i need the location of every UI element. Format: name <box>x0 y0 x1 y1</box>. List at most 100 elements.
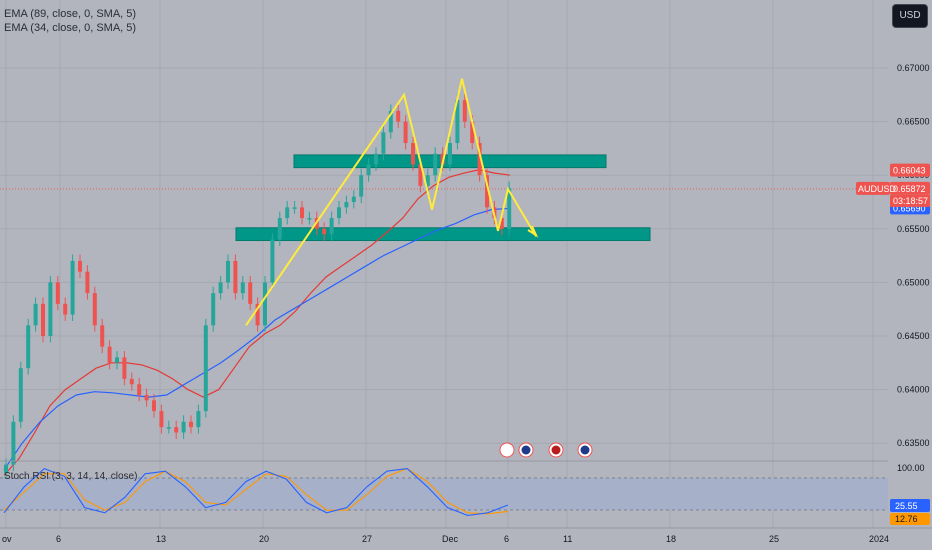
candle-body <box>233 260 238 294</box>
time-tick-label: ov <box>2 534 12 544</box>
grid <box>0 0 888 528</box>
candle-body <box>100 325 105 347</box>
candle-body <box>115 357 119 363</box>
event-marker-fill <box>521 445 531 455</box>
candle-body <box>166 427 171 429</box>
symbol-tag: AUDUSD <box>858 184 897 194</box>
candle-body <box>144 394 149 401</box>
time-axis-bg <box>0 528 932 550</box>
price-tick-label: 0.65000 <box>897 277 930 287</box>
price-tick-label: 0.64500 <box>897 331 930 341</box>
price-tag-level: 0.66043 <box>893 166 926 176</box>
candle-body <box>240 282 245 294</box>
time-tick-label: 6 <box>56 534 61 544</box>
candle-body <box>470 121 475 144</box>
candle-body <box>300 207 304 219</box>
price-tick-label: 0.66500 <box>897 117 930 127</box>
legend-ema-89[interactable]: EMA (89, close, 0, SMA, 5) <box>4 8 137 20</box>
au-flag-icon[interactable] <box>518 442 534 458</box>
candle-body <box>122 357 127 379</box>
candle-body <box>374 153 378 165</box>
candle-body <box>507 188 512 229</box>
candle-body <box>92 293 97 326</box>
ema-34-line <box>3 169 511 476</box>
candle-body <box>70 260 75 315</box>
candle-body <box>226 260 230 283</box>
candle-body <box>366 164 371 176</box>
us-flag-icon[interactable] <box>548 442 564 458</box>
candle-body <box>418 164 423 186</box>
candle-body <box>263 282 267 326</box>
candle-body <box>337 207 341 219</box>
candle-body <box>211 293 216 326</box>
price-tag-ema: 0.65690 <box>893 203 926 213</box>
candle-body <box>433 153 438 176</box>
candle-body <box>159 411 164 428</box>
candle-body <box>411 143 415 165</box>
candle-body <box>277 218 282 240</box>
candle-body <box>322 228 327 235</box>
time-tick-label: 6 <box>504 534 509 544</box>
candle-body <box>174 427 179 433</box>
price-tick-label: 0.67000 <box>897 63 930 73</box>
candle-body <box>351 196 356 202</box>
price-tag-last: 0.65872 <box>893 184 926 194</box>
countdown-tag-bg <box>890 194 930 207</box>
candle-body <box>388 110 393 133</box>
price-tag-last-bg <box>890 181 930 195</box>
candle-body <box>248 282 253 304</box>
candle-body <box>381 132 386 154</box>
candles <box>4 93 512 480</box>
event-marker-fill <box>580 445 590 455</box>
candle-body <box>63 303 68 315</box>
candle-body <box>48 282 53 336</box>
event-markers[interactable] <box>499 442 593 458</box>
annotations <box>245 78 539 326</box>
stoch-rsi-pane <box>0 460 932 516</box>
candle-body <box>292 207 297 209</box>
candle-body <box>107 346 112 363</box>
candle-body <box>137 384 142 395</box>
candle-body <box>152 400 156 412</box>
legend-ema-34[interactable]: EMA (34, close, 0, SMA, 5) <box>4 22 137 34</box>
time-tick-label: 2024 <box>869 534 889 544</box>
candle-body <box>329 218 334 235</box>
candle-body <box>11 421 16 465</box>
candle-body <box>255 303 260 326</box>
candle-body <box>270 239 275 283</box>
price-axis[interactable]: 0.670000.665000.660000.655000.650000.645… <box>856 0 932 528</box>
candle-body <box>85 271 90 294</box>
stoch-upper-label: 100.00 <box>897 463 925 473</box>
price-tick-label: 0.63500 <box>897 438 930 448</box>
au-flag-icon[interactable] <box>577 442 593 458</box>
stoch-k-tag-bg <box>890 499 930 512</box>
time-tick-label: 11 <box>563 534 572 544</box>
candle-body <box>18 368 23 422</box>
price-tick-label: 0.65500 <box>897 224 930 234</box>
time-tick-label: 18 <box>666 534 676 544</box>
lightning-icon[interactable] <box>499 442 515 458</box>
candle-body <box>344 202 349 208</box>
candle-body <box>4 464 8 474</box>
ema-lines <box>0 169 888 476</box>
candle-body <box>396 110 401 122</box>
candle-body <box>455 100 460 144</box>
stoch-rsi-title[interactable]: Stoch RSI (3, 3, 14, 14, close) <box>4 471 138 482</box>
stoch-k-line <box>3 467 509 516</box>
time-axis[interactable]: ov 6 13 20 27 Dec 6 11 18 25 2024 <box>0 527 932 550</box>
candle-body <box>307 218 312 220</box>
candle-body <box>448 143 452 165</box>
candle-body <box>203 325 208 412</box>
pattern-path <box>245 78 537 326</box>
candle-body <box>189 421 193 428</box>
price-axis-bg <box>888 0 932 528</box>
candle-body <box>41 303 45 336</box>
candle-body <box>425 175 430 186</box>
event-marker-fill <box>551 445 561 455</box>
currency-button[interactable]: USD <box>892 4 928 28</box>
stoch-k-tag: 25.55 <box>895 501 918 511</box>
ema-89-line <box>3 207 511 471</box>
time-tick-label: 25 <box>769 534 779 544</box>
